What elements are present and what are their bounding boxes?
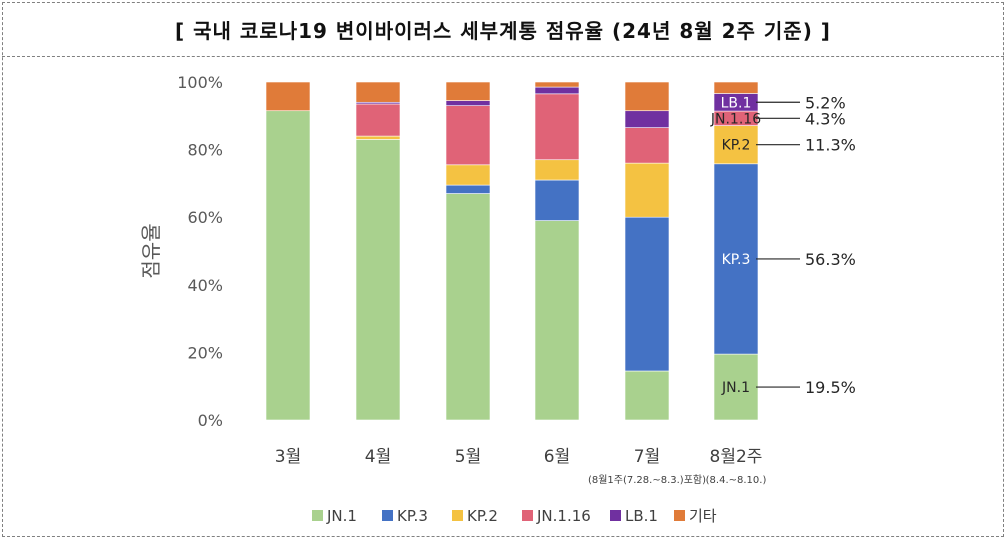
legend-swatch (312, 510, 323, 521)
chart-title: [ 국내 코로나19 변이바이러스 세부계통 점유율 (24년 8월 2주 기준… (175, 18, 831, 43)
x-category-label: 7월 (634, 447, 660, 467)
annotation-value-label: 11.3% (805, 136, 856, 155)
bar-segment (534, 81, 580, 88)
bar-segment (265, 110, 311, 421)
bar-segment (445, 193, 491, 421)
bar-segment (534, 220, 580, 421)
bar-segment (624, 162, 670, 218)
y-tick-label: 100% (177, 73, 223, 92)
x-category-sublabel: (8.4.~8.10.) (706, 475, 767, 486)
legend-label: JN.1 (326, 507, 357, 525)
x-category-label: 8월2주 (710, 447, 763, 467)
x-category-label: 6월 (544, 447, 570, 467)
legend-swatch (382, 510, 393, 521)
x-category-sublabel: (8월1주(7.28.~8.3.)포함) (588, 474, 706, 486)
bar-segment (624, 216, 670, 372)
bar-segment (713, 353, 759, 421)
bar-segment (355, 139, 401, 421)
bar-segment (534, 86, 580, 95)
legend-swatch (522, 510, 533, 521)
bar-segment (445, 105, 491, 166)
y-tick-label: 40% (187, 276, 223, 295)
annotation-series-label: KP.2 (722, 138, 751, 154)
bar-segment (624, 370, 670, 421)
bar-segment (445, 100, 491, 106)
y-tick-label: 0% (198, 411, 223, 430)
annotation-series-label: JN.1 (721, 380, 750, 396)
annotation-series-label: JN.1.16 (710, 111, 761, 127)
bar-segment (445, 81, 491, 101)
annotation-value-label: 4.3% (805, 109, 846, 128)
title-bar: [ 국내 코로나19 변이바이러스 세부계통 점유율 (24년 8월 2주 기준… (2, 2, 1004, 57)
bar-segment (713, 81, 759, 94)
bar-segment (445, 164, 491, 186)
annotation-series-label: KP.3 (722, 252, 751, 268)
legend-label: 기타 (689, 507, 717, 525)
bar-segment (265, 81, 311, 112)
legend-label: LB.1 (625, 507, 658, 525)
legend-label: JN.1.16 (536, 507, 591, 525)
bar-segment (445, 184, 491, 194)
bar-segment (355, 103, 401, 137)
y-tick-label: 60% (187, 208, 223, 227)
annotation-series-label: LB.1 (721, 95, 752, 111)
y-tick-label: 20% (187, 343, 223, 362)
legend-label: KP.2 (467, 507, 498, 525)
bar-segment (624, 127, 670, 164)
x-category-label: 4월 (365, 447, 391, 467)
annotation-value-label: 19.5% (805, 378, 856, 397)
x-category-label: 5월 (455, 447, 481, 467)
bar-segment (534, 159, 580, 181)
legend-label: KP.3 (397, 507, 428, 525)
y-tick-label: 80% (187, 141, 223, 160)
bar-segment (713, 125, 759, 165)
bar-segment (534, 179, 580, 221)
bar-segment (355, 135, 401, 140)
x-category-label: 3월 (275, 447, 301, 467)
bar-segment (624, 110, 670, 128)
annotation-value-label: 56.3% (805, 250, 856, 269)
annotation-value-label: 5.2% (805, 93, 846, 112)
legend-swatch (452, 510, 463, 521)
legend-swatch (610, 510, 621, 521)
bar-segment (534, 93, 580, 161)
legend-swatch (674, 510, 685, 521)
bar-segment (355, 81, 401, 103)
y-axis-label: 점유율 (139, 223, 163, 278)
bar-segment (624, 81, 670, 112)
